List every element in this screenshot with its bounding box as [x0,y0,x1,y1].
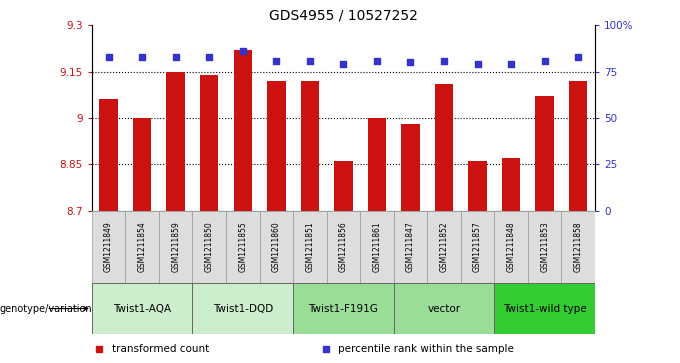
Bar [535,96,554,211]
Bar [394,283,494,334]
Text: vector: vector [428,303,460,314]
Text: GSM1211854: GSM1211854 [137,221,147,272]
Text: GSM1211853: GSM1211853 [540,221,549,272]
Bar [469,161,487,211]
Bar [435,84,454,211]
Text: GSM1211852: GSM1211852 [439,221,449,272]
Bar [528,211,562,283]
Bar [360,211,394,283]
Bar [494,211,528,283]
Text: Twist1-F191G: Twist1-F191G [309,303,378,314]
Text: genotype/variation: genotype/variation [0,303,92,314]
Bar [92,211,125,283]
Bar [301,81,319,211]
Point [338,61,349,67]
Bar [368,118,386,211]
Text: GSM1211847: GSM1211847 [406,221,415,272]
Text: Twist1-AQA: Twist1-AQA [113,303,171,314]
Point [204,54,215,60]
Text: GSM1211859: GSM1211859 [171,221,180,272]
Bar [192,211,226,283]
Text: Twist1-DQD: Twist1-DQD [213,303,273,314]
Bar [394,211,427,283]
Bar [167,72,185,211]
Point [371,58,382,64]
Text: GSM1211851: GSM1211851 [305,221,314,272]
Bar [502,158,520,211]
Text: percentile rank within the sample: percentile rank within the sample [339,344,514,354]
Text: GSM1211849: GSM1211849 [104,221,113,272]
Text: GSM1211860: GSM1211860 [272,221,281,272]
Bar [562,211,595,283]
Title: GDS4955 / 10527252: GDS4955 / 10527252 [269,9,418,23]
Point [539,58,550,64]
Point [472,61,483,67]
Point [170,54,181,60]
Text: GSM1211857: GSM1211857 [473,221,482,272]
Bar [293,211,326,283]
Bar [461,211,494,283]
Bar [260,211,293,283]
Bar [401,124,420,211]
Text: GSM1211850: GSM1211850 [205,221,214,272]
Bar [267,81,286,211]
Text: GSM1211848: GSM1211848 [507,221,515,272]
Bar [200,75,218,211]
Point [237,48,248,54]
Bar [92,283,192,334]
Bar [334,161,353,211]
Text: GSM1211855: GSM1211855 [238,221,248,272]
Point [405,60,416,65]
Point [573,54,583,60]
Text: GSM1211856: GSM1211856 [339,221,348,272]
Point [103,54,114,60]
Point [137,54,148,60]
Bar [427,211,461,283]
Text: transformed count: transformed count [112,344,209,354]
Point [506,61,517,67]
Point [271,58,282,64]
Bar [125,211,159,283]
Point [305,58,316,64]
Text: GSM1211858: GSM1211858 [574,221,583,272]
Text: Twist1-wild type: Twist1-wild type [503,303,586,314]
Bar [226,211,260,283]
Bar [293,283,394,334]
Text: GSM1211861: GSM1211861 [373,221,381,272]
Bar [326,211,360,283]
Point [439,58,449,64]
Bar [159,211,192,283]
Bar [569,81,588,211]
Bar [494,283,595,334]
Bar [233,50,252,211]
Bar [99,99,118,211]
Bar [192,283,293,334]
Bar [133,118,152,211]
